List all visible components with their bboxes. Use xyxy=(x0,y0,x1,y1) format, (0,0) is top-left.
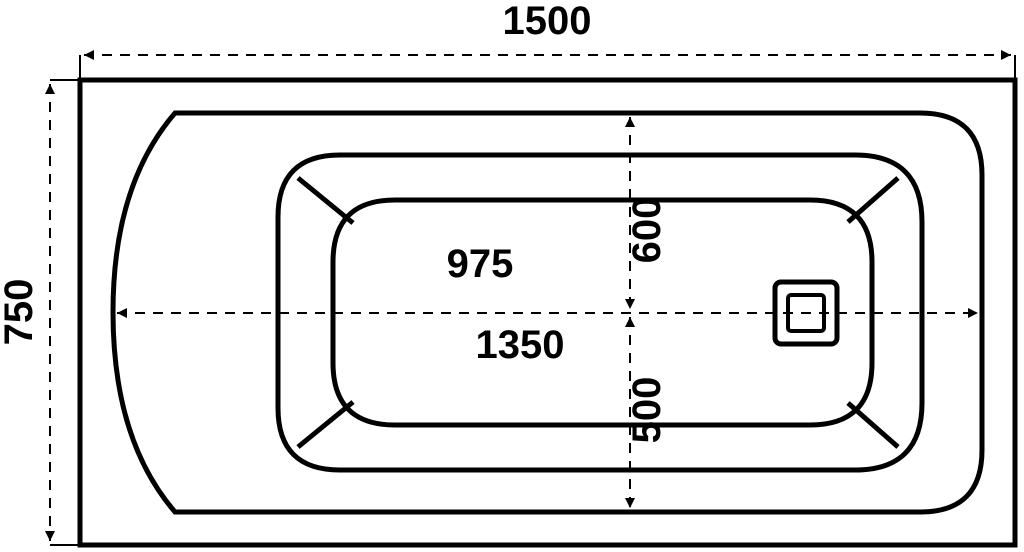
dim-inner-width-length-label: 975 xyxy=(447,242,514,286)
dim-width-overall-label: 1500 xyxy=(503,0,592,43)
dim-inner-height-top: 600 xyxy=(625,117,669,309)
dim-inner-height-bottom-label: 500 xyxy=(625,377,669,444)
dim-inner-length-label: 1350 xyxy=(476,323,565,367)
dim-height-overall-label: 750 xyxy=(0,279,41,346)
dim-inner-length: 1350 xyxy=(117,313,978,367)
bathtub-plan-diagram: 1500 750 1350 975 600 500 xyxy=(0,0,1024,552)
dim-width-overall: 1500 xyxy=(80,0,1015,80)
dim-inner-height-bottom: 500 xyxy=(625,317,669,508)
dim-inner-height-top-label: 600 xyxy=(625,197,669,264)
dim-height-overall: 750 xyxy=(0,80,80,545)
